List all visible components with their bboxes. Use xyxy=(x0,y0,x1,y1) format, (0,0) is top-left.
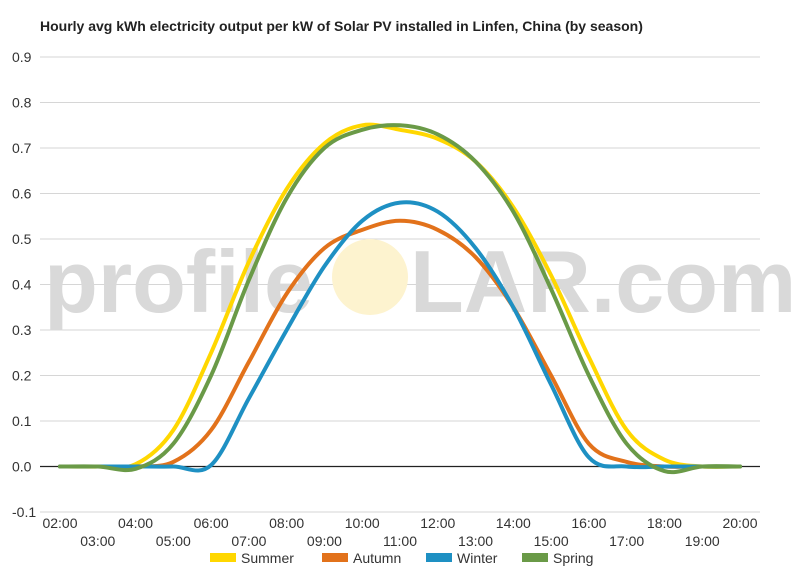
x-tick-label: 14:00 xyxy=(496,515,531,531)
x-tick-label: 19:00 xyxy=(685,533,720,549)
y-tick-label: 0.7 xyxy=(12,140,32,156)
x-tick-label: 11:00 xyxy=(383,533,417,549)
watermark-sun xyxy=(332,239,408,315)
legend-swatch-summer xyxy=(210,553,236,562)
legend-label-summer: Summer xyxy=(241,550,294,566)
x-tick-label: 03:00 xyxy=(80,533,115,549)
y-tick-label: 0.5 xyxy=(12,231,32,247)
y-tick-label: 0.9 xyxy=(12,49,32,65)
legend: Summer Autumn Winter Spring xyxy=(210,550,593,566)
y-axis-ticks: -0.1 0.0 0.1 0.2 0.3 0.4 0.5 0.6 0.7 0.8 0.9 xyxy=(12,49,36,520)
y-tick-label: 0.0 xyxy=(12,459,32,475)
legend-label-autumn: Autumn xyxy=(353,550,401,566)
grid-layer xyxy=(40,56,760,513)
y-tick-label: 0.2 xyxy=(12,368,32,384)
x-tick-label: 13:00 xyxy=(458,533,493,549)
legend-swatch-winter xyxy=(426,553,452,562)
series-layer xyxy=(58,122,742,475)
y-tick-label: 0.6 xyxy=(12,186,32,202)
x-tick-label: 20:00 xyxy=(722,515,757,531)
watermark-text-left: profile xyxy=(44,232,313,331)
series-line-summer xyxy=(58,122,742,470)
x-tick-label: 04:00 xyxy=(118,515,153,531)
series-line-winter xyxy=(58,200,742,473)
watermark-text-right: LAR.com xyxy=(410,232,796,331)
series-line-autumn xyxy=(58,218,742,469)
legend-label-winter: Winter xyxy=(457,550,498,566)
y-tick-label: 0.3 xyxy=(12,322,32,338)
y-tick-label: -0.1 xyxy=(12,504,36,520)
x-tick-label: 18:00 xyxy=(647,515,682,531)
x-tick-label: 12:00 xyxy=(420,515,455,531)
x-tick-label: 08:00 xyxy=(269,515,304,531)
x-tick-label: 02:00 xyxy=(42,515,77,531)
legend-swatch-spring xyxy=(522,553,548,562)
x-tick-label: 16:00 xyxy=(571,515,606,531)
y-tick-label: 0.1 xyxy=(12,413,32,429)
x-tick-label: 15:00 xyxy=(534,533,569,549)
watermark: profile LAR.com xyxy=(44,232,796,331)
y-tick-label: 0.4 xyxy=(12,277,32,293)
x-axis-ticks: 02:0003:0004:0005:0006:0007:0008:0009:00… xyxy=(42,515,757,549)
x-tick-label: 07:00 xyxy=(231,533,266,549)
legend-label-spring: Spring xyxy=(553,550,593,566)
x-tick-label: 10:00 xyxy=(345,515,380,531)
x-tick-label: 05:00 xyxy=(156,533,191,549)
x-tick-label: 09:00 xyxy=(307,533,342,549)
series-line-spring xyxy=(58,123,742,475)
x-tick-label: 06:00 xyxy=(194,515,229,531)
chart-title: Hourly avg kWh electricity output per kW… xyxy=(40,18,643,34)
x-tick-label: 17:00 xyxy=(609,533,644,549)
legend-swatch-autumn xyxy=(322,553,348,562)
y-tick-label: 0.8 xyxy=(12,95,32,111)
